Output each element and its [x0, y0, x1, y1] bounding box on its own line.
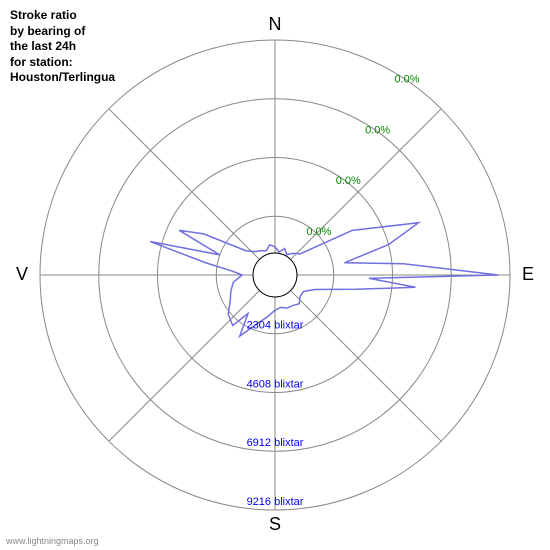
- cardinal-V: V: [16, 264, 28, 284]
- ratio-ring-label: 0.0%: [306, 226, 331, 238]
- count-ring-label: 2304 blixtar: [247, 320, 304, 332]
- center-hub: [253, 253, 297, 297]
- cardinal-E: E: [522, 264, 534, 284]
- count-ring-label: 4608 blixtar: [247, 378, 304, 390]
- grid-spoke: [291, 291, 442, 442]
- grid-spoke: [109, 109, 260, 260]
- ratio-ring-label: 0.0%: [395, 73, 420, 85]
- grid-spoke: [109, 291, 260, 442]
- cardinal-S: S: [269, 514, 281, 534]
- attribution-text: www.lightningmaps.org: [6, 536, 99, 546]
- count-ring-label: 6912 blixtar: [247, 437, 304, 449]
- ratio-ring-label: 0.0%: [336, 175, 361, 187]
- cardinal-N: N: [269, 14, 282, 34]
- polar-rose-chart: { "chart": { "type": "polar-rose", "titl…: [0, 0, 550, 550]
- polar-svg: N E S V 0.0% 0.0% 0.0% 0.0% 2304 blixtar 4608 b…: [0, 0, 550, 550]
- ratio-ring-label: 0.0%: [365, 124, 390, 136]
- count-ring-label: 9216 blixtar: [247, 496, 304, 508]
